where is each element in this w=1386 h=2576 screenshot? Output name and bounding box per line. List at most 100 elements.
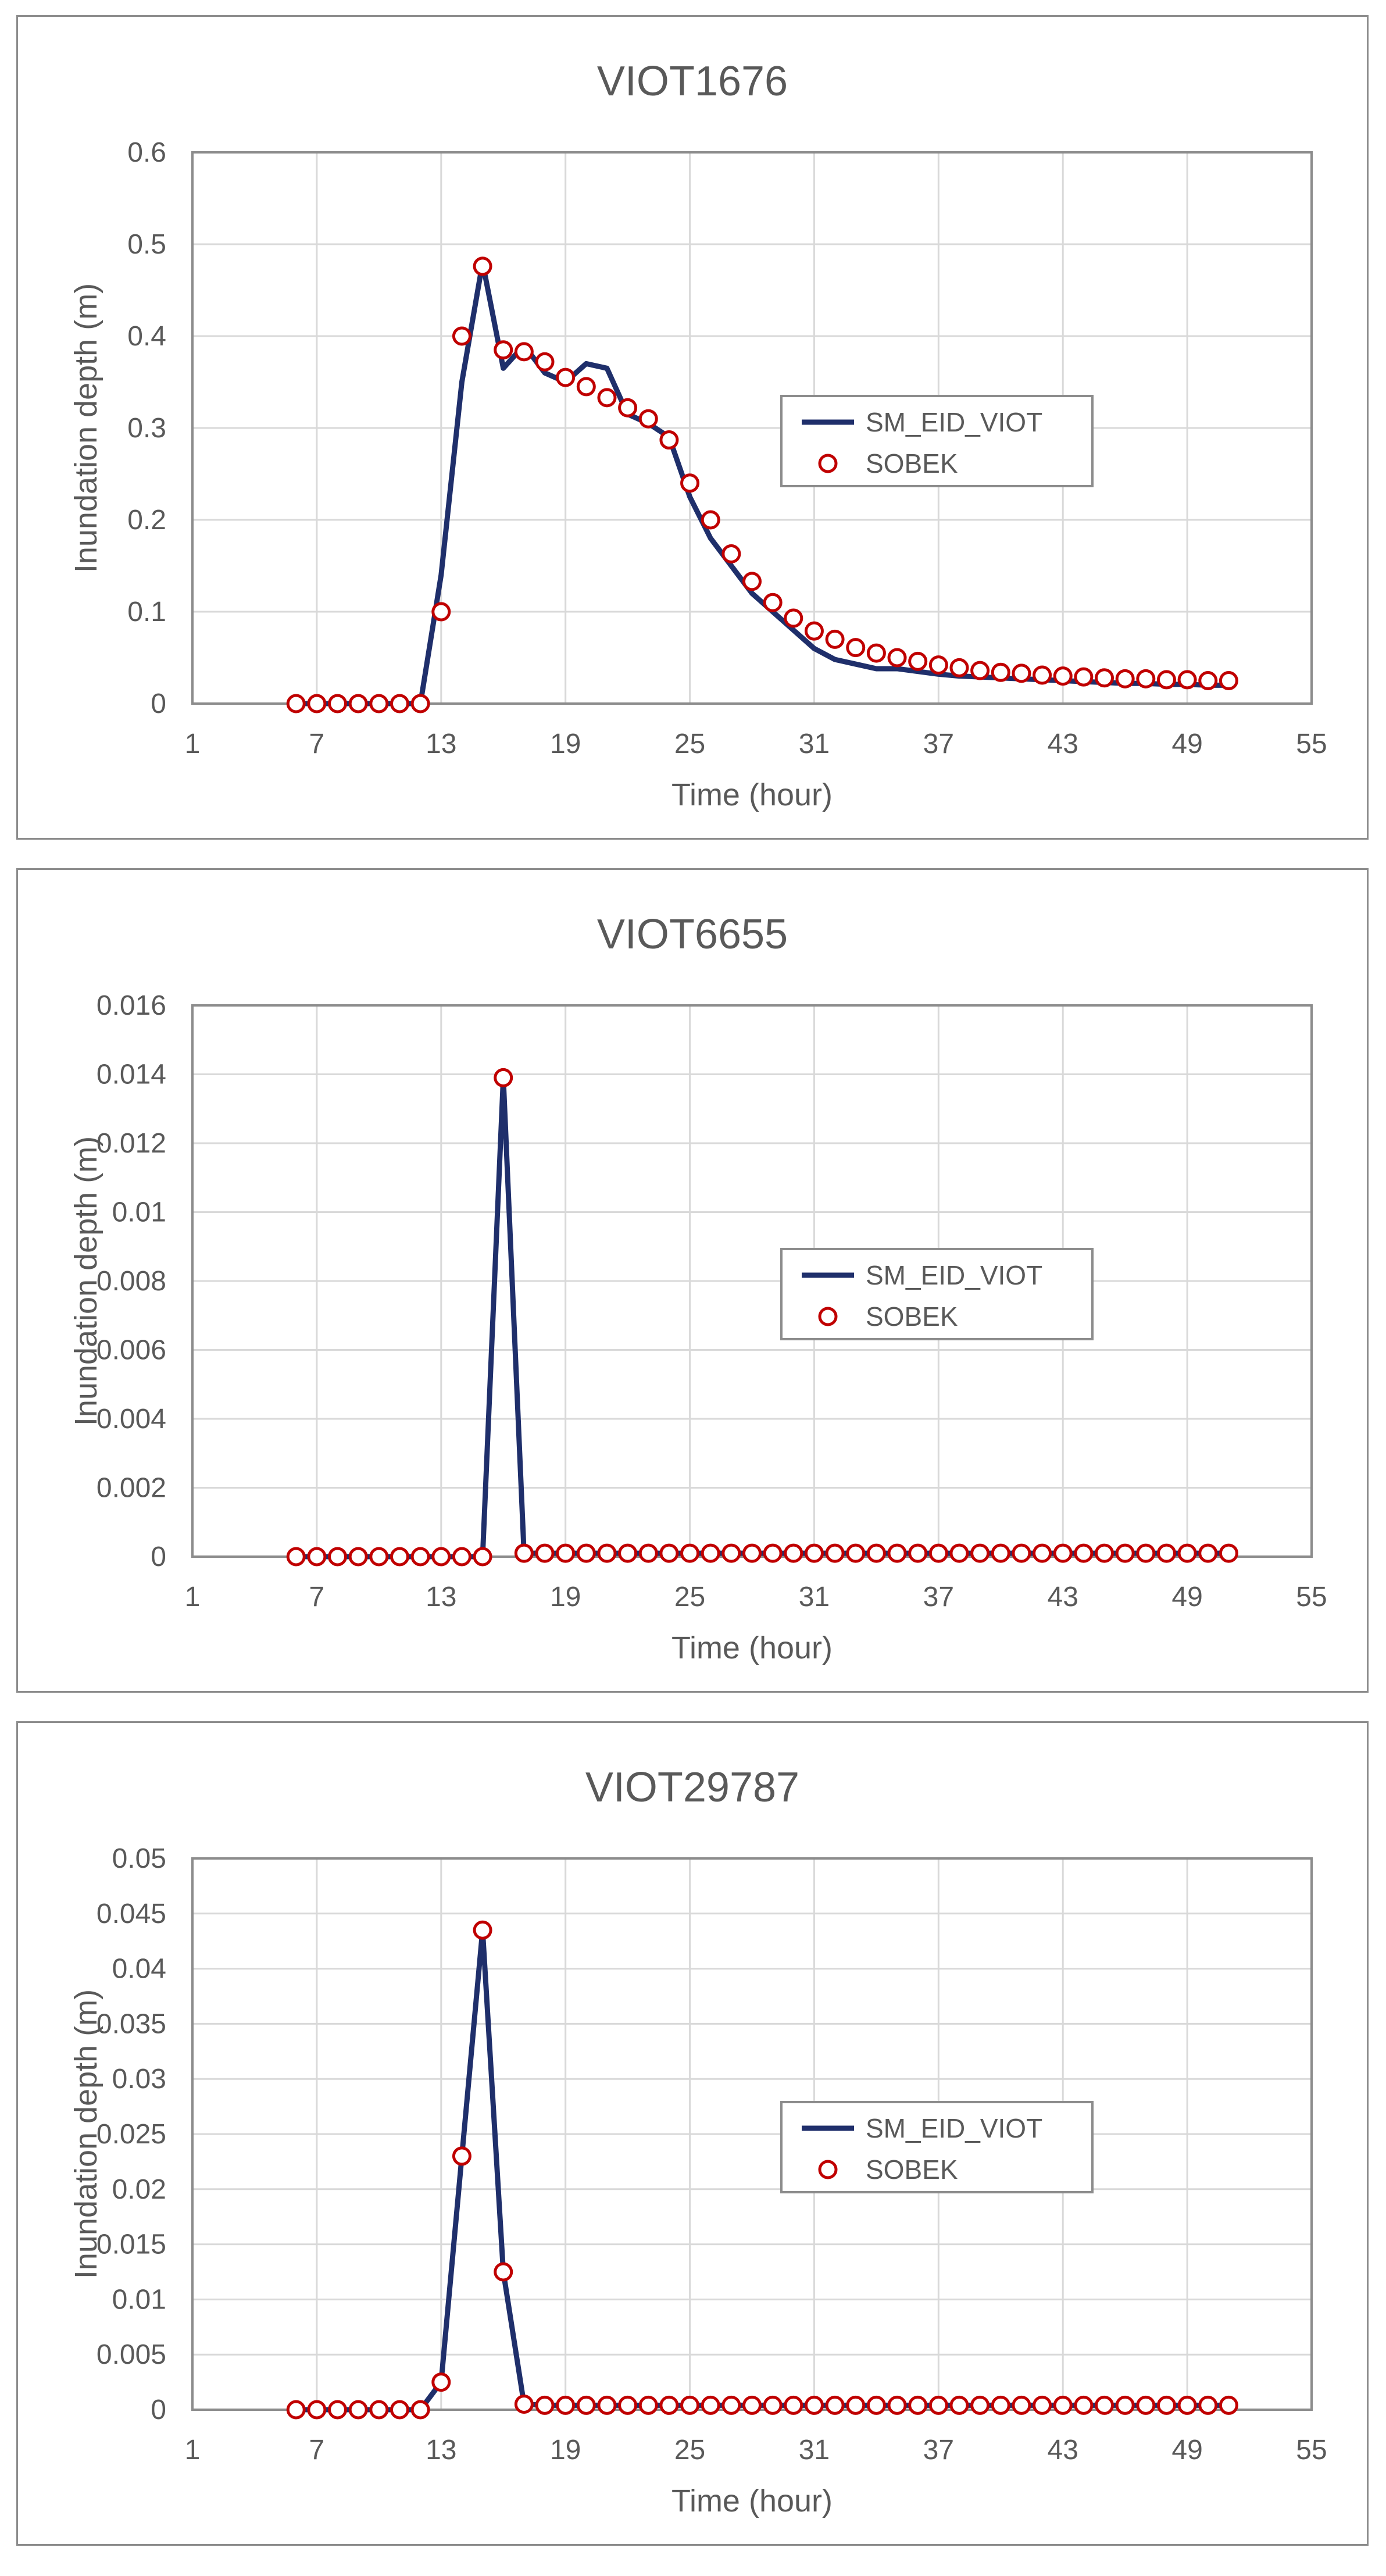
data-point-sobek: [369, 1547, 389, 1567]
data-point-sobek: [410, 694, 430, 713]
data-point-sobek: [348, 2400, 368, 2420]
x-tick-label: 19: [550, 2435, 581, 2466]
chart-title: VIOT6655: [597, 911, 788, 958]
data-point-sobek: [556, 368, 576, 387]
x-tick-label: 31: [799, 1582, 830, 1612]
data-point-sobek: [431, 1547, 451, 1567]
data-point-sobek: [825, 629, 845, 649]
legend-label-sm-eid-viot: SM_EID_VIOT: [866, 407, 1042, 437]
data-point-sobek: [1012, 663, 1031, 683]
data-point-sobek: [286, 694, 306, 713]
x-tick-label: 7: [309, 1582, 325, 1612]
y-tick-label: 0: [151, 2395, 166, 2425]
data-point-sobek: [390, 1547, 409, 1567]
x-tick-label: 37: [923, 1582, 954, 1612]
data-point-sobek: [659, 2395, 679, 2415]
y-tick-label: 0.014: [97, 1059, 166, 1090]
data-point-sobek: [452, 1547, 471, 1567]
series-line-sm-eid-viot: [296, 1927, 1229, 2413]
series-line-sm-eid-viot: [296, 260, 1229, 707]
data-point-sobek: [659, 1543, 679, 1563]
data-point-sobek: [970, 2395, 990, 2415]
data-point-sobek: [1198, 1543, 1218, 1563]
data-point-sobek: [970, 661, 990, 680]
legend-label-sm-eid-viot: SM_EID_VIOT: [866, 2113, 1042, 2143]
data-point-sobek: [369, 2400, 389, 2420]
data-point-sobek: [763, 2395, 783, 2415]
data-point-sobek: [825, 2395, 845, 2415]
data-point-sobek: [348, 1547, 368, 1567]
data-point-sobek: [866, 643, 886, 663]
y-tick-label: 0.004: [97, 1404, 166, 1435]
y-tick-label: 0: [151, 1542, 166, 1572]
data-point-sobek: [473, 1547, 492, 1567]
data-point-sobek: [514, 2395, 534, 2414]
y-tick-label: 0.6: [127, 137, 166, 168]
x-tick-label: 55: [1296, 1582, 1327, 1612]
data-point-sobek: [410, 1547, 430, 1567]
data-point-sobek: [1136, 1543, 1156, 1563]
data-point-sobek: [866, 2395, 886, 2415]
x-tick-label: 49: [1171, 1582, 1202, 1612]
data-point-sobek: [1115, 2395, 1135, 2415]
data-point-sobek: [597, 1543, 617, 1563]
data-point-sobek: [638, 2395, 658, 2415]
chart-panel-viot6655: VIOT6655 0 0.002 0.004 0.006 0.008 0.01 0.012 0.…: [16, 868, 1369, 1693]
data-point-sobek: [1198, 2395, 1218, 2415]
x-axis-title: Time (hour): [671, 777, 833, 812]
data-point-sobek: [991, 1543, 1010, 1563]
x-tick-label: 55: [1296, 2435, 1327, 2466]
y-tick-label: 0.1: [127, 597, 166, 627]
data-point-sobek: [804, 1543, 824, 1563]
data-point-sobek: [659, 430, 679, 450]
data-point-sobek: [887, 648, 907, 668]
data-point-sobek: [638, 1543, 658, 1563]
y-tick-label: 0.4: [127, 321, 166, 352]
data-point-sobek: [1012, 2395, 1031, 2415]
y-tick-label: 0.008: [97, 1266, 166, 1297]
data-point-sobek: [452, 2146, 471, 2166]
data-point-sobek: [307, 2400, 327, 2420]
data-point-sobek: [721, 544, 741, 563]
data-point-sobek: [928, 1543, 948, 1563]
data-point-sobek: [846, 1543, 866, 1563]
y-tick-label: 0.01: [112, 2284, 166, 2315]
x-tick-label: 7: [309, 729, 325, 759]
data-point-sobek: [701, 1543, 720, 1563]
data-point-sobek: [390, 694, 409, 713]
y-axis-title: Inundation depth (m): [69, 1989, 103, 2279]
data-point-sobek: [1074, 1543, 1094, 1563]
data-point-sobek: [618, 398, 638, 418]
data-point-sobek: [1053, 2395, 1073, 2415]
legend-label-sobek: SOBEK: [866, 448, 958, 479]
data-point-sobek: [887, 1543, 907, 1563]
y-axis-title: Inundation depth (m): [69, 283, 103, 573]
data-point-sobek: [763, 593, 783, 612]
y-tick-label: 0.035: [97, 2008, 166, 2039]
data-point-sobek: [618, 1543, 638, 1563]
data-point-sobek: [514, 1543, 534, 1563]
y-tick-label: 0.05: [112, 1843, 166, 1874]
x-tick-label: 19: [550, 729, 581, 759]
data-point-sobek: [1219, 2395, 1238, 2415]
data-point-sobek: [638, 409, 658, 429]
data-point-sobek: [1177, 1543, 1197, 1563]
data-point-sobek: [866, 1543, 886, 1563]
data-point-sobek: [991, 2395, 1010, 2415]
y-tick-label: 0.006: [97, 1335, 166, 1366]
data-point-sobek: [1177, 2395, 1197, 2415]
data-point-sobek: [410, 2400, 430, 2420]
series-line-sm-eid-viot: [296, 1075, 1229, 1560]
data-point-sobek: [742, 1543, 762, 1563]
data-point-sobek: [887, 2395, 907, 2415]
legend-label-sm-eid-viot: SM_EID_VIOT: [866, 1260, 1042, 1290]
x-tick-label: 1: [185, 729, 201, 759]
data-point-sobek: [846, 638, 866, 658]
data-point-sobek: [1012, 1543, 1031, 1563]
x-tick-label: 43: [1048, 1582, 1078, 1612]
data-point-sobek: [949, 658, 969, 677]
data-point-sobek: [784, 608, 803, 628]
data-point-sobek: [328, 1547, 348, 1567]
data-point-sobek: [1136, 669, 1156, 688]
y-tick-label: 0.04: [112, 1954, 166, 1985]
